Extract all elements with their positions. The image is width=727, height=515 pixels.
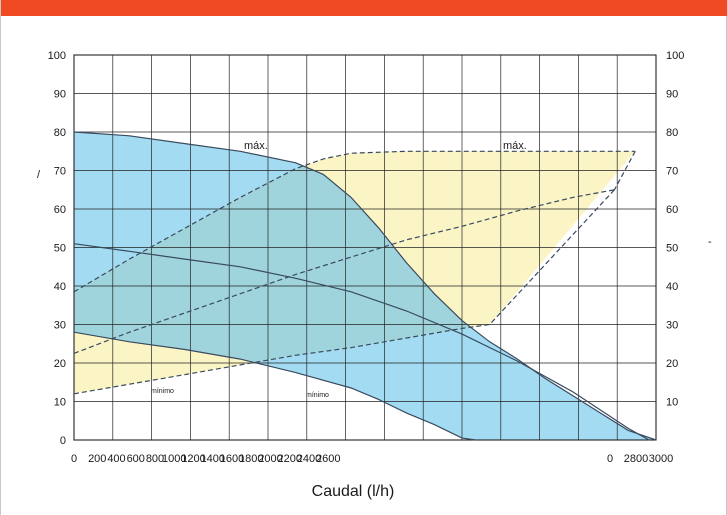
curve-pump-min: [73, 331, 476, 441]
x-tick: 2400: [297, 453, 321, 465]
y-tick-left: 60: [54, 204, 66, 216]
x-tick: 1600: [220, 453, 244, 465]
annotation-max-left: máx.: [244, 140, 268, 152]
y-tick-left: 100: [48, 50, 66, 62]
x-tick: 1000: [162, 453, 186, 465]
curve-system-edge-lower: [489, 189, 615, 325]
y-tick-right: 10: [666, 397, 678, 409]
x-tick-right: 2800: [624, 453, 648, 465]
y-tick-right: 100: [666, 50, 684, 62]
y-tick-left: 0: [60, 435, 66, 447]
curve-system-edge-upper: [613, 151, 636, 191]
y-tick-left: 20: [54, 358, 66, 370]
curve-system-min: [73, 323, 490, 395]
x-tick-right: 3000: [649, 453, 673, 465]
y-tick-right: 20: [666, 358, 678, 370]
x-tick: 1400: [201, 453, 225, 465]
y-tick-right: 90: [666, 89, 678, 101]
x-axis-title: Caudal (l/h): [312, 483, 395, 500]
y-tick-left: 90: [54, 89, 66, 101]
x-tick: 600: [127, 453, 145, 465]
plot-border: [73, 54, 657, 441]
x-tick: 200: [88, 453, 106, 465]
grid: [73, 54, 657, 441]
y-tick-right: 70: [666, 166, 678, 178]
y-tick-left: 50: [54, 243, 66, 255]
x-tick: 1800: [239, 453, 263, 465]
x-tick: 400: [107, 453, 125, 465]
y-tick-left: 80: [54, 127, 66, 139]
x-tick-right: 0: [607, 453, 613, 465]
y-tick-left: 40: [54, 281, 66, 293]
x-tick: 2000: [258, 453, 282, 465]
curves: [73, 131, 657, 441]
header-bar: [1, 0, 727, 16]
curve-pump-mid: [73, 243, 650, 441]
annotation-min-right: mínimo: [306, 392, 329, 399]
y-tick-right: 40: [666, 281, 678, 293]
x-tick: 1200: [181, 453, 205, 465]
annotation-min-left: mínimo: [151, 388, 174, 395]
y-tick-right: 30: [666, 320, 678, 332]
y-tick-right: 80: [666, 127, 678, 139]
x-tick: 800: [146, 453, 164, 465]
y-tick-left: 10: [54, 397, 66, 409]
x-tick: 0: [71, 453, 77, 465]
curve-pump-max: [73, 131, 657, 441]
y-tick-right: 50: [666, 243, 678, 255]
y-tick-left: 30: [54, 320, 66, 332]
tick-labels: 0 10 20 30 40 50 60 70 80 90 100 10 20 30 40 50 60 70 80 90…: [48, 50, 685, 465]
x-tick: 2600: [316, 453, 340, 465]
y-tick-right: 60: [666, 204, 678, 216]
left-axis-mark: /: [37, 169, 41, 181]
annotation-max-right: máx.: [503, 140, 527, 152]
curve-system-mid: [73, 189, 615, 354]
right-axis-mark: -: [708, 236, 712, 248]
y-tick-left: 70: [54, 166, 66, 178]
x-tick: 2200: [278, 453, 302, 465]
